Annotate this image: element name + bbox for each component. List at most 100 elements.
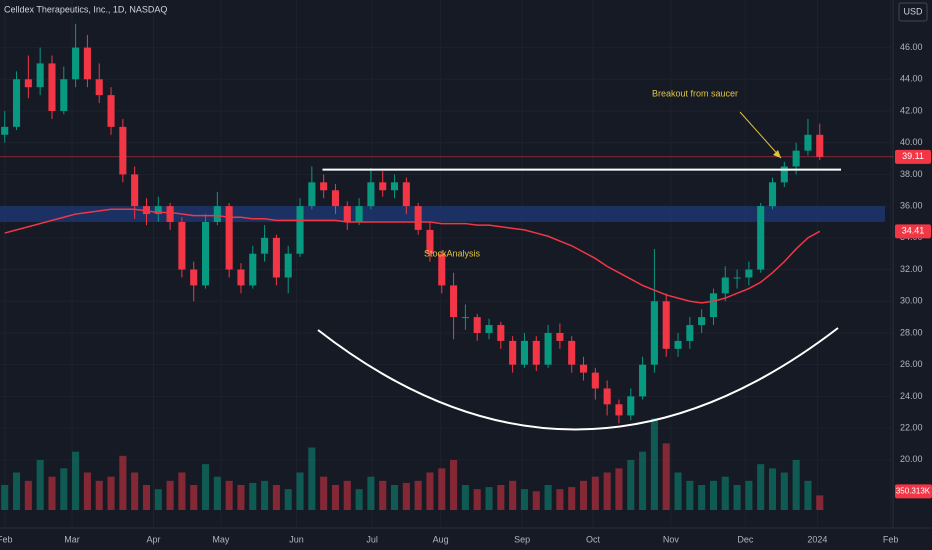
candle-body	[721, 277, 729, 294]
volume-bar	[568, 487, 576, 510]
volume-bar	[201, 464, 210, 510]
volume-bar	[36, 460, 44, 510]
volume-bar	[72, 451, 80, 510]
volume-bar	[721, 476, 729, 510]
volume-bar	[272, 485, 280, 510]
price-axis: 20.0022.0024.0026.0028.0030.0032.0034.00…	[0, 42, 932, 544]
volume-bar	[804, 480, 812, 510]
volume-bar	[473, 489, 481, 510]
volume-bar	[296, 472, 304, 510]
zones	[0, 156, 893, 222]
candle-body	[733, 277, 741, 279]
volume-bar	[816, 495, 824, 510]
candle-body	[745, 269, 753, 278]
volume-bar	[532, 491, 540, 510]
y-tick-label: 44.00	[900, 74, 923, 84]
candle-body	[367, 182, 375, 207]
candle-body	[615, 404, 623, 416]
candle-body	[568, 340, 576, 365]
volume-bar	[190, 485, 198, 510]
candle-body	[154, 206, 162, 215]
candle-body	[379, 182, 387, 191]
candle-body	[60, 79, 68, 111]
volume-bar	[698, 485, 706, 510]
saucer-arc	[317, 327, 839, 431]
volume-bar	[24, 480, 32, 510]
volume-bar	[12, 472, 21, 510]
volume-bar	[331, 485, 340, 510]
x-tick-label: 2024	[807, 534, 827, 544]
volume-bar	[249, 482, 257, 510]
candle-body	[639, 364, 647, 397]
volume-bar	[107, 476, 115, 510]
candle-body	[355, 206, 363, 222]
y-tick-label: 26.00	[900, 359, 923, 369]
candle-body	[95, 79, 103, 96]
volume-bar	[343, 480, 351, 510]
volume-bar	[261, 480, 269, 510]
candle-body	[36, 63, 44, 88]
volume-bar	[438, 468, 446, 510]
volume-bar	[1, 485, 9, 510]
candle-body	[225, 206, 233, 270]
volume-bar	[544, 485, 552, 510]
volume-bar	[119, 455, 127, 510]
candle-body	[497, 325, 505, 341]
candle-body	[450, 285, 458, 318]
volume-bar	[485, 487, 493, 510]
x-tick-label: Feb	[0, 534, 12, 544]
volume-bar	[603, 472, 611, 510]
arrow	[739, 111, 782, 159]
x-tick-label: Aug	[433, 534, 449, 544]
candle-body	[792, 150, 800, 167]
volume-bar	[131, 472, 139, 510]
volume-bar	[639, 451, 647, 510]
volume-bar	[402, 482, 410, 510]
candle-body	[662, 301, 670, 349]
volume-bar	[792, 460, 800, 510]
candle-body	[579, 364, 588, 373]
annotation: Breakout from saucer	[652, 88, 738, 98]
volume-bar	[780, 472, 788, 510]
candle-body	[780, 166, 788, 183]
candle-body	[131, 174, 139, 207]
currency-box[interactable]	[898, 2, 928, 22]
candle-body	[804, 134, 812, 151]
candle-body	[603, 388, 611, 405]
candle-body	[816, 134, 824, 157]
currency: USD	[903, 6, 923, 16]
watermark: StockAnalysis	[424, 248, 481, 258]
candle-body	[402, 182, 410, 207]
volume-bar	[414, 480, 422, 510]
volume-bar	[674, 472, 682, 510]
ma-label: 34.41	[902, 226, 925, 236]
ma-label-bg	[895, 224, 931, 239]
x-tick-label: Oct	[586, 534, 601, 544]
x-tick-label: Jul	[366, 534, 378, 544]
volume-bar	[379, 480, 387, 510]
candle-body	[308, 182, 316, 207]
moving-average	[4, 208, 821, 304]
x-tick-label: May	[212, 534, 230, 544]
volume-bar	[615, 468, 623, 510]
y-tick-label: 30.00	[900, 296, 923, 306]
volume-bar	[509, 480, 517, 510]
volume-bar	[48, 476, 56, 510]
volume-bar	[757, 464, 765, 510]
y-tick-label: 32.00	[900, 264, 923, 274]
candle-body	[544, 332, 552, 365]
last-price-label-bg	[895, 149, 931, 164]
volume-bar	[154, 489, 162, 510]
candle-body	[213, 206, 221, 222]
volume-bar	[60, 468, 68, 510]
candle-body	[166, 206, 174, 222]
x-tick-label: Jun	[289, 534, 304, 544]
chart-title: Celldex Therapeutics, Inc., 1D, NASDAQ	[4, 4, 167, 14]
candle-body	[414, 206, 422, 230]
x-tick-label: Dec	[737, 534, 754, 544]
volume-bar	[426, 472, 434, 510]
arrow-head	[773, 150, 781, 158]
volume-bar	[142, 485, 151, 510]
